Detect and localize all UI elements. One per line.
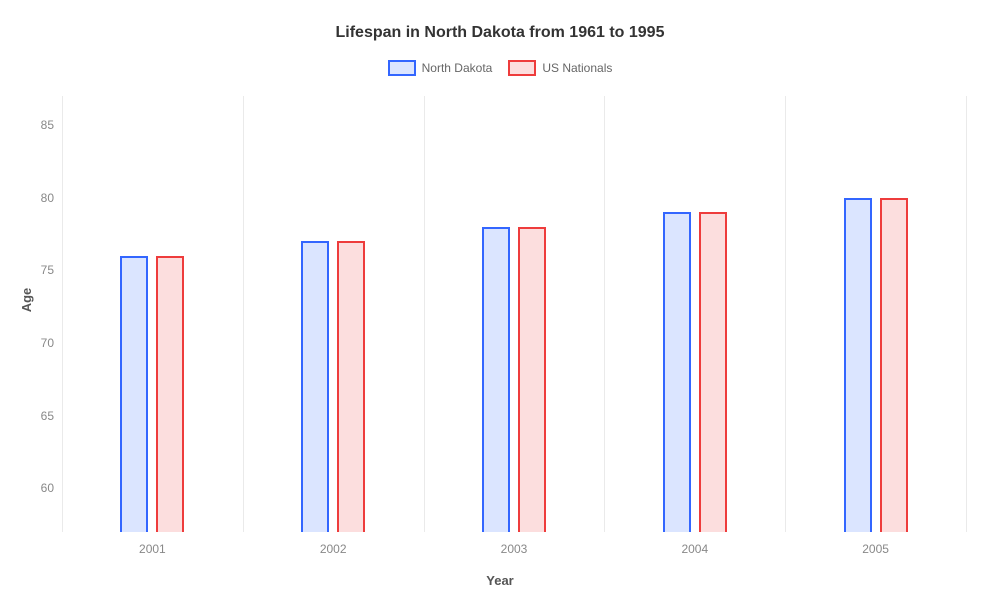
grid-line-vertical (243, 96, 244, 532)
bar (337, 241, 365, 532)
grid-line-vertical (604, 96, 605, 532)
x-tick-label: 2004 (681, 542, 708, 556)
bar (518, 227, 546, 532)
x-tick-label: 2003 (501, 542, 528, 556)
y-tick-label: 60 (41, 481, 54, 495)
legend-item-north-dakota: North Dakota (388, 60, 493, 76)
y-axis-title: Age (19, 288, 34, 313)
chart-container: Lifespan in North Dakota from 1961 to 19… (0, 0, 1000, 600)
bar (156, 256, 184, 532)
bar (301, 241, 329, 532)
bar (482, 227, 510, 532)
chart-title: Lifespan in North Dakota from 1961 to 19… (0, 0, 1000, 42)
plot-area: 60657075808520012002200320042005 (62, 96, 966, 532)
legend-item-us-nationals: US Nationals (508, 60, 612, 76)
grid-line-vertical (424, 96, 425, 532)
grid-line-vertical (785, 96, 786, 532)
legend-swatch-us-nationals (508, 60, 536, 76)
y-tick-label: 70 (41, 336, 54, 350)
x-tick-label: 2005 (862, 542, 889, 556)
y-tick-label: 65 (41, 409, 54, 423)
legend: North Dakota US Nationals (0, 60, 1000, 76)
bar (120, 256, 148, 532)
x-tick-label: 2001 (139, 542, 166, 556)
grid-line-vertical (966, 96, 967, 532)
legend-label-north-dakota: North Dakota (422, 61, 493, 75)
legend-label-us-nationals: US Nationals (542, 61, 612, 75)
x-axis-title: Year (486, 573, 513, 588)
legend-swatch-north-dakota (388, 60, 416, 76)
y-tick-label: 80 (41, 191, 54, 205)
bar (844, 198, 872, 532)
grid-line-vertical (62, 96, 63, 532)
y-tick-label: 75 (41, 263, 54, 277)
bar (880, 198, 908, 532)
y-tick-label: 85 (41, 118, 54, 132)
bar (663, 212, 691, 532)
bar (699, 212, 727, 532)
x-tick-label: 2002 (320, 542, 347, 556)
